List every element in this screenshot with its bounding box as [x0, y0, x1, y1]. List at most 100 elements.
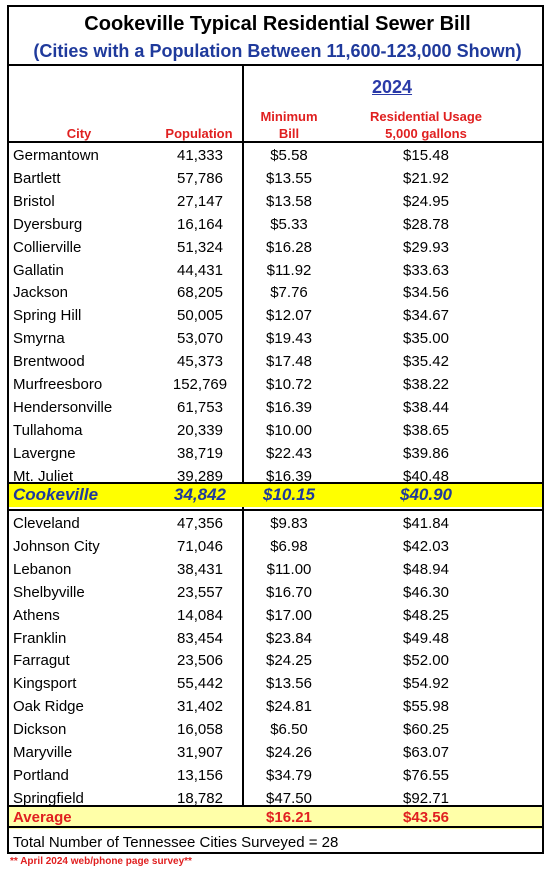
population-cell: 23,557 — [177, 583, 223, 601]
min-bill-cell: $12.07 — [266, 307, 312, 325]
divider — [9, 509, 542, 511]
min-bill-cell: $24.81 — [266, 698, 312, 716]
table-row: Athens 14,084 $17.00 $48.25 — [9, 604, 542, 627]
table-row: Lebanon 38,431 $11.00 $48.94 — [9, 558, 542, 581]
city-cell: Johnson City — [13, 537, 100, 555]
residential-bill-cell: $24.95 — [403, 192, 449, 210]
min-bill-cell: $11.92 — [266, 261, 312, 279]
population-cell: 57,786 — [177, 169, 223, 187]
population-cell: 27,147 — [177, 192, 223, 210]
divider — [9, 826, 542, 828]
min-bill-cell: $19.43 — [266, 330, 312, 348]
min-bill-cell: $5.58 — [270, 147, 308, 164]
table-row: Springfield 18,782 $47.50 $92.71 — [9, 787, 542, 810]
city-cell: Kingsport — [13, 675, 77, 693]
residential-bill-cell: $40.48 — [403, 467, 449, 485]
min-bill-cell: $34.79 — [266, 766, 312, 784]
min-bill-cell: $17.00 — [266, 606, 312, 624]
residential-bill-cell: $35.00 — [403, 330, 449, 348]
table-row: Kingsport 55,442 $13.56 $54.92 — [9, 672, 542, 695]
divider — [9, 482, 542, 484]
min-bill-cell: $10.72 — [266, 376, 312, 393]
city-cell: Lebanon — [13, 560, 72, 578]
population-cell: 47,356 — [177, 515, 223, 532]
highlight-row: Cookeville 34,842 $10.15 $40.90 — [9, 484, 542, 507]
divider — [9, 64, 542, 66]
population-cell: 44,431 — [177, 261, 223, 279]
min-bill-cell: $5.33 — [270, 215, 308, 233]
residential-bill-cell: $46.30 — [403, 583, 449, 601]
footnote: ** April 2024 web/phone page survey** — [10, 856, 192, 867]
residential-bill-cell: $52.00 — [403, 652, 449, 670]
population-cell: 18,782 — [177, 789, 223, 807]
residential-bill-cell: $43.56 — [403, 809, 449, 826]
average-row: Average $16.21 $43.56 — [9, 806, 542, 829]
city-cell: Farragut — [13, 652, 70, 670]
city-cell: Germantown — [13, 147, 99, 164]
residential-bill-cell: $63.07 — [403, 744, 449, 761]
table-row: Mt. Juliet 39,289 $16.39 $40.48 — [9, 465, 542, 488]
divider — [9, 141, 542, 143]
residential-bill-cell: $40.90 — [400, 485, 452, 504]
population-cell: 16,058 — [177, 721, 223, 739]
table-row: Spring Hill 50,005 $12.07 $34.67 — [9, 304, 542, 327]
table-row: Bartlett 57,786 $13.55 $21.92 — [9, 167, 542, 190]
min-bill-cell: $16.70 — [266, 583, 312, 601]
min-bill-cell: $6.98 — [270, 537, 308, 555]
city-cell: Portland — [13, 766, 69, 784]
city-cell: Mt. Juliet — [13, 467, 74, 485]
min-bill-cell: $11.00 — [266, 560, 312, 578]
table-row: Smyrna 53,070 $19.43 $35.00 — [9, 327, 542, 350]
city-cell: Bartlett — [13, 169, 61, 187]
residential-bill-cell: $21.92 — [403, 169, 449, 187]
residential-bill-cell: $55.98 — [403, 698, 449, 716]
residential-header-line1: Residential Usage — [370, 109, 482, 124]
population-cell: 23,506 — [177, 652, 223, 670]
residential-bill-cell: $35.42 — [403, 353, 449, 371]
min-bill-cell: $16.21 — [266, 809, 312, 826]
min-bill-cell: $23.84 — [266, 629, 312, 647]
city-cell: Average — [13, 809, 72, 826]
population-cell: 55,442 — [177, 675, 223, 693]
residential-bill-cell: $41.84 — [403, 515, 449, 532]
population-cell: 34,842 — [174, 485, 226, 504]
table-row: Collierville 51,324 $16.28 $29.93 — [9, 236, 542, 259]
residential-bill-cell: $29.93 — [403, 238, 449, 256]
min-bill-cell: $9.83 — [270, 515, 308, 532]
min-bill-cell: $22.43 — [266, 444, 312, 462]
min-bill-cell: $13.58 — [266, 192, 312, 210]
table-row: Oak Ridge 31,402 $24.81 $55.98 — [9, 695, 542, 718]
residential-bill-cell: $15.48 — [403, 147, 449, 164]
city-cell: Oak Ridge — [13, 698, 84, 716]
city-cell: Athens — [13, 606, 60, 624]
min-bill-cell: $7.76 — [270, 284, 308, 302]
table-row: Hendersonville 61,753 $16.39 $38.44 — [9, 396, 542, 419]
residential-bill-cell: $92.71 — [403, 789, 449, 807]
residential-bill-cell: $60.25 — [403, 721, 449, 739]
min-bill-cell: $24.25 — [266, 652, 312, 670]
city-cell: Collierville — [13, 238, 82, 256]
city-cell: Spring Hill — [13, 307, 82, 325]
table-frame: Cookeville Typical Residential Sewer Bil… — [7, 5, 544, 854]
city-cell: Tullahoma — [13, 421, 83, 439]
population-cell: 38,719 — [177, 444, 223, 462]
city-cell: Jackson — [13, 284, 69, 302]
population-cell: 45,373 — [177, 353, 223, 371]
city-cell: Murfreesboro — [13, 376, 103, 393]
table-row: Cleveland 47,356 $9.83 $41.84 — [9, 512, 542, 535]
city-header: City — [66, 126, 92, 141]
table-row: Maryville 31,907 $24.26 $63.07 — [9, 741, 542, 764]
residential-bill-cell: $38.65 — [403, 421, 449, 439]
city-cell: Bristol — [13, 192, 55, 210]
min-bill-cell: $10.15 — [263, 485, 315, 504]
table-row: Germantown 41,333 $5.58 $15.48 — [9, 144, 542, 167]
min-bill-cell: $16.39 — [266, 398, 312, 416]
column-divider — [242, 66, 244, 826]
city-cell: Lavergne — [13, 444, 76, 462]
table-row: Brentwood 45,373 $17.48 $35.42 — [9, 350, 542, 373]
table-row: Franklin 83,454 $23.84 $49.48 — [9, 627, 542, 650]
table-row: Tullahoma 20,339 $10.00 $38.65 — [9, 419, 542, 442]
min-bill-cell: $47.50 — [266, 789, 312, 807]
min-bill-cell: $16.28 — [266, 238, 312, 256]
min-bill-cell: $24.26 — [266, 744, 312, 761]
